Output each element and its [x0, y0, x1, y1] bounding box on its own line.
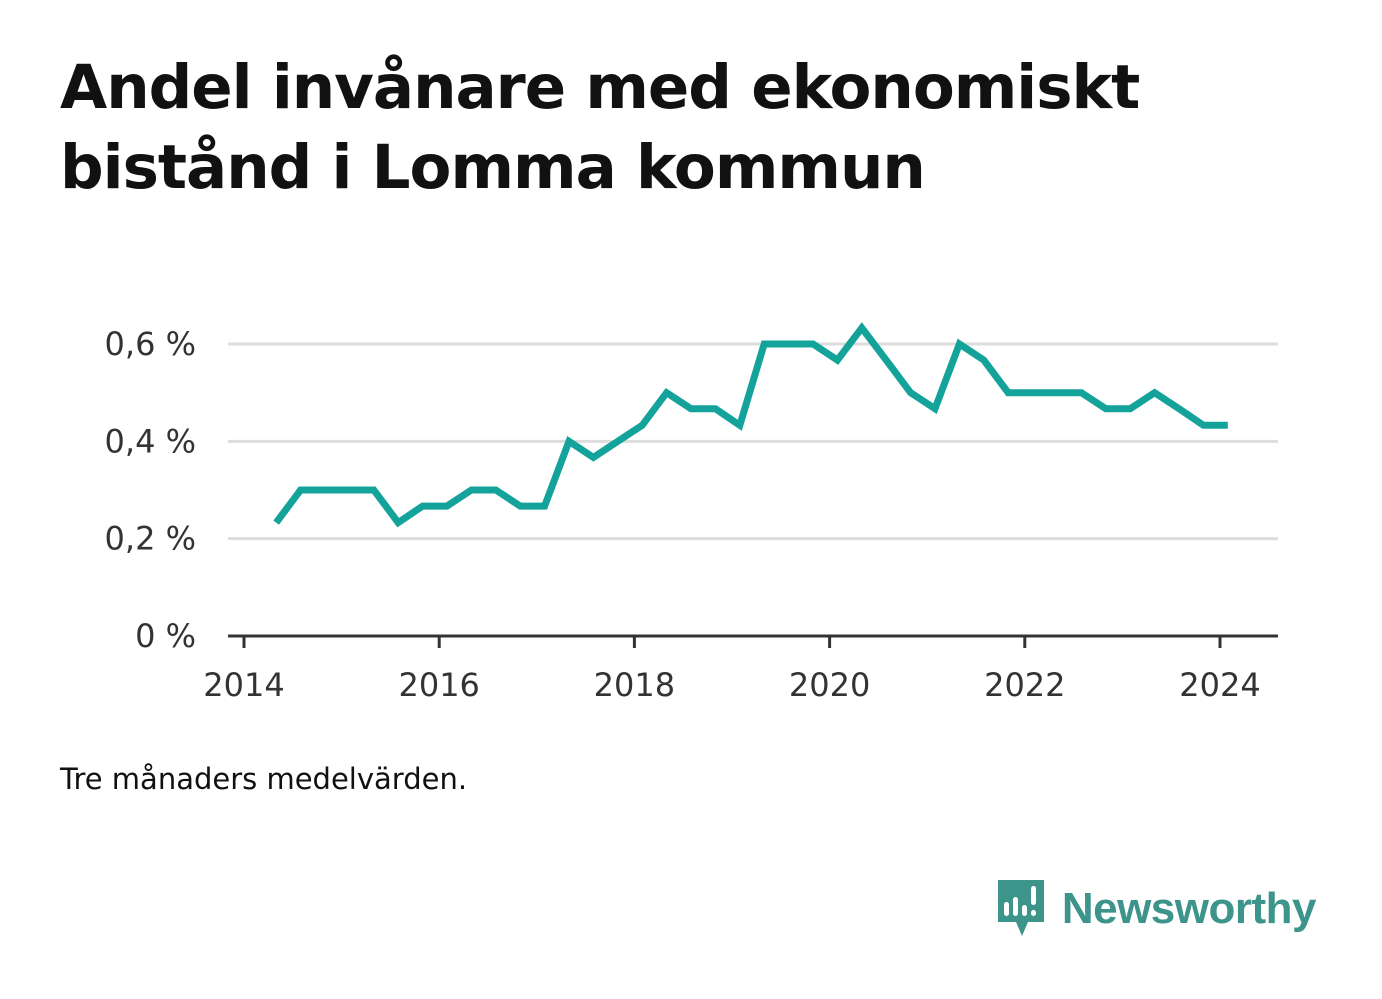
series-layer	[273, 322, 1228, 528]
y-axis-tick-labels: 0 % 0,2 % 0,4 % 0,6 %	[105, 325, 196, 655]
x-tick-label: 2022	[984, 666, 1065, 704]
y-tick-label: 0 %	[135, 617, 196, 655]
brand-name: Newsworthy	[1061, 884, 1317, 933]
newsworthy-logo-icon	[997, 880, 1044, 936]
x-axis	[228, 634, 1278, 648]
x-tick-label: 2024	[1179, 666, 1260, 704]
x-tick-label: 2020	[789, 666, 870, 704]
x-tick-label: 2016	[398, 666, 479, 704]
x-axis-tick-labels: 2014 2016 2018 2020 2022 2024	[203, 666, 1260, 704]
y-tick-label: 0,2 %	[105, 520, 196, 558]
y-tick-label: 0,6 %	[105, 325, 196, 363]
series-line	[273, 322, 1228, 528]
chart-note: Tre månaders medelvärden.	[60, 762, 468, 796]
x-tick-label: 2018	[594, 666, 675, 704]
y-tick-label: 0,4 %	[105, 422, 196, 460]
x-tick-label: 2014	[203, 666, 284, 704]
gridlines	[228, 342, 1278, 541]
chart-title: Andel invånare med ekonomiskt bistånd i …	[60, 52, 1140, 203]
brand-logo[interactable]: Newsworthy	[996, 878, 1317, 940]
